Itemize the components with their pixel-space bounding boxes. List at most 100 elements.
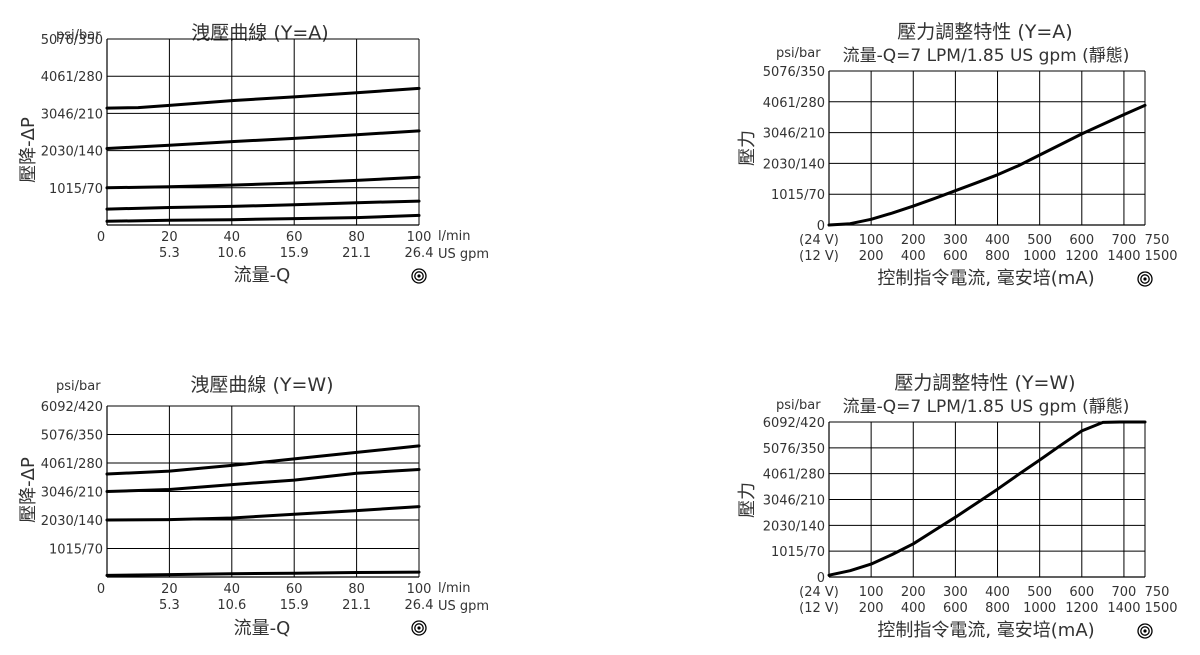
- x-tick-label-24v: 750: [1145, 585, 1170, 600]
- relief-curve-chart-w: 洩壓曲線 (Y=W) psi/bar 壓降-ΔP 流量-Q l/min US g…: [18, 374, 489, 639]
- y-tick-label: 1015/70: [771, 545, 825, 560]
- x-tick-label-24v: 750: [1145, 233, 1170, 248]
- x-tick-label-12v: 400: [901, 249, 926, 264]
- series-line-5: [105, 86, 421, 110]
- x-tick-label: 60: [286, 582, 303, 597]
- x-tick-label-12v: 1400: [1107, 601, 1140, 616]
- relief-curve-chart-a: 洩壓曲線 (Y=A) psi/bar 壓降-ΔP 流量-Q l/min US g…: [18, 22, 489, 286]
- x-tick-label-24v: 100: [859, 585, 884, 600]
- x-tick-label-24v: 200: [901, 233, 926, 248]
- y-tick-label: 2030/140: [41, 514, 103, 529]
- y-tick-label: 5076/350: [41, 429, 103, 444]
- x-tick-label: 40: [224, 230, 241, 245]
- x-unit-gpm: US gpm: [438, 599, 489, 614]
- y-tick-label: 6092/420: [41, 400, 103, 415]
- chart-title: 洩壓曲線 (Y=A): [191, 22, 328, 44]
- x-tick-label-24v: 100: [859, 233, 884, 248]
- y-tick-label: 4061/280: [763, 468, 825, 483]
- x-tick-label: 20: [161, 582, 178, 597]
- x-tick-label: 60: [286, 230, 303, 245]
- x-tick-label-24v: (24 V): [799, 233, 839, 248]
- x-tick-label-gpm: 26.4: [405, 598, 434, 613]
- x-tick-label-12v: 1500: [1144, 601, 1177, 616]
- y-axis-label: 壓降-ΔP: [18, 117, 39, 183]
- x-tick-label-12v: 800: [985, 601, 1010, 616]
- y-tick-label: 4061/280: [763, 96, 825, 111]
- x-tick-label-gpm: 10.6: [217, 246, 246, 261]
- target-icon: [411, 620, 427, 636]
- x-tick-label-gpm: 10.6: [217, 598, 246, 613]
- x-tick-label-gpm: 15.9: [280, 598, 309, 613]
- chart-title: 洩壓曲線 (Y=W): [190, 374, 333, 396]
- x-tick-label-12v: (12 V): [799, 601, 839, 616]
- pressure-adjust-chart-a: 壓力調整特性 (Y=A) 流量-Q=7 LPM/1.85 US gpm (靜態)…: [737, 21, 1178, 289]
- y-unit-label: psi/bar: [56, 379, 101, 394]
- y-tick-label: 5076/350: [41, 33, 103, 48]
- x-tick-label-24v: 300: [943, 233, 968, 248]
- y-tick-label: 3046/210: [41, 107, 103, 122]
- x-tick-label-24v: 500: [1027, 233, 1052, 248]
- x-tick-label-24v: 600: [1069, 233, 1094, 248]
- x-tick-label: 0: [97, 230, 105, 245]
- x-tick-label: 20: [161, 230, 178, 245]
- x-tick-label: 80: [348, 582, 365, 597]
- series-line-3: [105, 175, 421, 190]
- x-tick-label-12v: 200: [859, 249, 884, 264]
- x-tick-label-24v: 500: [1027, 585, 1052, 600]
- x-unit-gpm: US gpm: [438, 247, 489, 262]
- target-icon: [1137, 271, 1153, 287]
- x-tick-label-24v: 600: [1069, 585, 1094, 600]
- y-unit-label: psi/bar: [776, 46, 821, 61]
- chart-title: 壓力調整特性 (Y=W): [894, 372, 1075, 394]
- series-line-1: [105, 570, 421, 577]
- x-tick-label-12v: 200: [859, 601, 884, 616]
- y-tick-label: 0: [817, 219, 825, 234]
- y-tick-label: 3046/210: [763, 494, 825, 509]
- series-line-1: [105, 213, 421, 223]
- y-axis-label: 壓力: [737, 482, 758, 518]
- y-unit-label: psi/bar: [776, 398, 821, 413]
- x-tick-label-gpm: 5.3: [159, 246, 180, 261]
- grid: [107, 38, 420, 225]
- series-line-3: [105, 468, 421, 493]
- y-axis-label: 壓力: [737, 130, 758, 166]
- y-tick-label: 6092/420: [763, 416, 825, 431]
- target-icon: [1137, 623, 1153, 639]
- y-tick-label: 2030/140: [41, 145, 103, 160]
- series-line-4: [105, 129, 421, 150]
- y-tick-label: 4061/280: [41, 457, 103, 472]
- x-tick-label: 100: [407, 230, 432, 245]
- x-tick-label-24v: (24 V): [799, 585, 839, 600]
- chart-subtitle: 流量-Q=7 LPM/1.85 US gpm (靜態): [843, 397, 1130, 417]
- target-icon: [411, 268, 427, 284]
- x-tick-label-gpm: 21.1: [342, 246, 371, 261]
- x-tick-label-12v: 1000: [1023, 601, 1056, 616]
- x-axis-label: 流量-Q: [234, 618, 291, 639]
- y-tick-label: 4061/280: [41, 70, 103, 85]
- x-tick-label-12v: (12 V): [799, 249, 839, 264]
- x-tick-label-12v: 1200: [1065, 601, 1098, 616]
- y-tick-label: 1015/70: [49, 182, 103, 197]
- x-axis-label: 控制指令電流, 毫安培(mA): [877, 268, 1094, 289]
- y-tick-label: 0: [817, 571, 825, 586]
- x-tick-label-12v: 600: [943, 249, 968, 264]
- x-tick-label-12v: 1200: [1065, 249, 1098, 264]
- chart-subtitle: 流量-Q=7 LPM/1.85 US gpm (靜態): [843, 46, 1130, 66]
- x-tick-label-24v: 400: [985, 233, 1010, 248]
- y-tick-label: 5076/350: [763, 65, 825, 80]
- x-tick-label-24v: 700: [1112, 585, 1137, 600]
- grid: [829, 421, 1146, 577]
- x-tick-label-24v: 700: [1112, 233, 1137, 248]
- chart-title: 壓力調整特性 (Y=A): [897, 21, 1072, 43]
- x-tick-label-12v: 1000: [1023, 249, 1056, 264]
- series-line-1: [827, 103, 1147, 227]
- x-tick-label-24v: 300: [943, 585, 968, 600]
- y-tick-label: 1015/70: [49, 543, 103, 558]
- x-tick-label-12v: 600: [943, 601, 968, 616]
- grid: [107, 405, 420, 577]
- y-unit-label: psi/bar: [56, 28, 101, 43]
- x-tick-label-24v: 400: [985, 585, 1010, 600]
- x-tick-label-12v: 1400: [1107, 249, 1140, 264]
- x-tick-label: 40: [224, 582, 241, 597]
